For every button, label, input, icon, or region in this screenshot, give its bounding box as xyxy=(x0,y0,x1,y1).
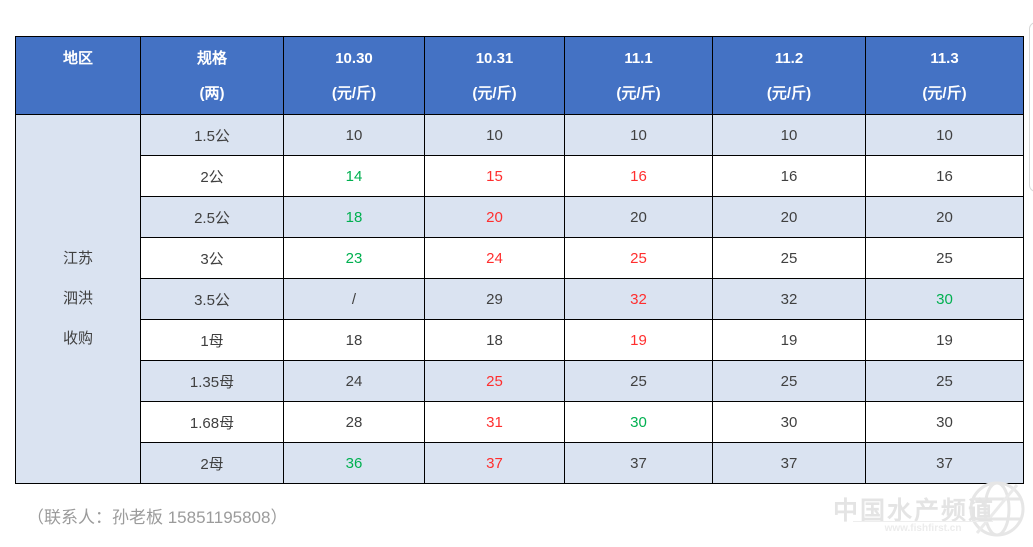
price-cell: 10 xyxy=(865,114,1024,156)
price-cell: 29 xyxy=(424,278,565,320)
price-cell: 19 xyxy=(564,319,713,361)
spec-cell: 2公 xyxy=(140,155,284,197)
price-cell: 30 xyxy=(712,401,866,443)
region-line: 收购 xyxy=(62,330,93,347)
price-cell: 23 xyxy=(283,237,425,279)
header-region: 地区 xyxy=(15,36,141,115)
spec-cell: 3公 xyxy=(140,237,284,279)
price-cell: 30 xyxy=(564,401,713,443)
price-cell: 25 xyxy=(712,360,866,402)
table-row: 1母 18 18 19 19 19 xyxy=(16,319,1024,361)
scrollbar-fragment[interactable] xyxy=(1029,22,1033,192)
price-cell: 20 xyxy=(424,196,565,238)
price-cell: 10 xyxy=(424,114,565,156)
price-cell: 14 xyxy=(283,155,425,197)
table-row: 2母 36 37 37 37 37 xyxy=(16,442,1024,484)
price-cell: 18 xyxy=(283,319,425,361)
spec-cell: 2.5公 xyxy=(140,196,284,238)
price-cell: 25 xyxy=(424,360,565,402)
price-cell: 15 xyxy=(424,155,565,197)
table-row: 2公 14 15 16 16 16 xyxy=(16,155,1024,197)
price-table: 地区 规格 (两) 10.30 (元/斤) 10.31 (元/斤) xyxy=(15,36,1024,484)
header-date-1031: 10.31 (元/斤) xyxy=(424,36,565,115)
header-date-113: 11.3 (元/斤) xyxy=(865,36,1024,115)
spec-cell: 1.5公 xyxy=(140,114,284,156)
price-cell: 25 xyxy=(564,360,713,402)
table-row: 2.5公 18 20 20 20 20 xyxy=(16,196,1024,238)
price-cell: 20 xyxy=(712,196,866,238)
spec-cell: 1.68母 xyxy=(140,401,284,443)
price-cell: 37 xyxy=(865,442,1024,484)
price-cell: 37 xyxy=(424,442,565,484)
price-cell: / xyxy=(283,278,425,320)
header-region-label: 地区 xyxy=(62,49,93,67)
header-date-1030: 10.30 (元/斤) xyxy=(283,36,425,115)
region-line: 江苏 xyxy=(62,250,93,267)
price-cell: 37 xyxy=(712,442,866,484)
contact-text: （联系人：孙老板 15851195808） xyxy=(27,508,288,527)
price-cell: 24 xyxy=(424,237,565,279)
header-spec: 规格 (两) xyxy=(140,36,284,115)
watermark: 中国水产频道 www.fishfirst.cn xyxy=(833,481,1025,543)
region-line: 泗洪 xyxy=(62,290,93,307)
table-row: 江苏 泗洪 收购 1.5公 10 10 10 10 10 xyxy=(15,114,1024,484)
price-cell: 16 xyxy=(712,155,866,197)
price-cell: 19 xyxy=(712,319,866,361)
price-cell: 10 xyxy=(712,114,866,156)
table-row: 1.68母 28 31 30 30 30 xyxy=(16,401,1024,443)
price-cell: 10 xyxy=(564,114,713,156)
spec-cell: 3.5公 xyxy=(140,278,284,320)
header-date-112: 11.2 (元/斤) xyxy=(712,36,866,115)
table-row: 3公 23 24 25 25 25 xyxy=(16,237,1024,279)
table-row: 1.35母 24 25 25 25 25 xyxy=(16,360,1024,402)
price-cell: 25 xyxy=(865,237,1024,279)
price-cell: 24 xyxy=(283,360,425,402)
price-cell: 30 xyxy=(865,401,1024,443)
price-cell: 10 xyxy=(283,114,425,156)
price-cell: 18 xyxy=(283,196,425,238)
price-cell: 16 xyxy=(564,155,713,197)
watermark-title: 中国水产频道 xyxy=(833,497,996,525)
price-cell: 36 xyxy=(283,442,425,484)
price-cell: 25 xyxy=(712,237,866,279)
watermark-url: www.fishfirst.cn xyxy=(853,521,993,534)
price-cell: 19 xyxy=(865,319,1024,361)
spec-cell: 2母 xyxy=(140,442,284,484)
price-cell: 18 xyxy=(424,319,565,361)
header-spec-unit: (两) xyxy=(199,84,225,102)
price-cell: 20 xyxy=(564,196,713,238)
spec-cell: 1.35母 xyxy=(140,360,284,402)
table-row: 3.5公/29 32 32 30 xyxy=(16,278,1024,320)
price-cell: 37 xyxy=(564,442,713,484)
price-cell: 30 xyxy=(865,278,1024,320)
price-cell: 32 xyxy=(712,278,866,320)
spec-cell: 1母 xyxy=(140,319,284,361)
header-row: 地区 规格 (两) 10.30 (元/斤) 10.31 (元/斤) xyxy=(15,36,1024,115)
price-cell: 25 xyxy=(865,360,1024,402)
globe-icon xyxy=(965,477,1029,546)
price-cell: 28 xyxy=(283,401,425,443)
price-cell: 20 xyxy=(865,196,1024,238)
header-date-111: 11.1 (元/斤) xyxy=(564,36,713,115)
region-cell: 江苏 泗洪 收购 xyxy=(15,114,141,484)
price-cell: 31 xyxy=(424,401,565,443)
table-body: 江苏 泗洪 收购 1.5公 10 10 10 10 10 2公 14 15 16 16 16 2.5公 18 20… xyxy=(15,114,1024,484)
header-spec-label: 规格 xyxy=(196,49,227,67)
price-cell: 32 xyxy=(564,278,713,320)
price-cell: 16 xyxy=(865,155,1024,197)
price-cell: 25 xyxy=(564,237,713,279)
